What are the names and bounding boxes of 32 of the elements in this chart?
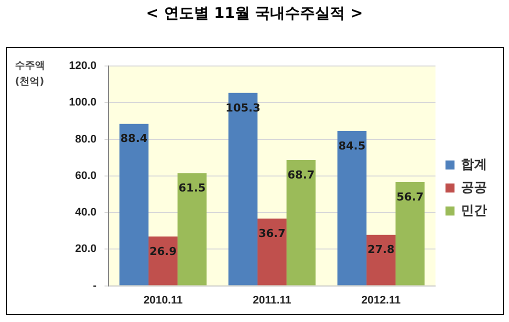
y-tick-label: 20.0 (75, 243, 97, 256)
legend-label: 합계 (461, 156, 487, 172)
data-label: 84.5 (338, 139, 366, 152)
legend-label: 민간 (461, 202, 487, 218)
y-axis-title: 수주액 (천억) (15, 60, 45, 88)
data-label: 88.4 (120, 132, 148, 146)
y-tick-label: 60.0 (75, 170, 97, 182)
bar (119, 124, 148, 286)
data-label: 68.7 (288, 168, 315, 182)
bar (257, 218, 287, 286)
chart-title: < 연도별 11월 국내수주실적 > (145, 4, 364, 23)
y-tick-label: - (92, 280, 97, 292)
bar (178, 173, 207, 286)
y-tick-label: 40.0 (75, 206, 97, 219)
bar (148, 236, 178, 286)
y-tick-label: 120.0 (68, 60, 97, 72)
bar (337, 131, 366, 286)
x-tick-label: 2010.11 (143, 294, 183, 306)
x-tick-label: 2012.11 (361, 294, 401, 306)
data-label: 27.8 (367, 243, 395, 256)
legend-label: 공공 (461, 180, 487, 195)
data-label: 36.7 (258, 226, 286, 240)
data-label: 26.9 (149, 244, 177, 258)
bar (396, 182, 425, 286)
x-tick-label: 2011.11 (252, 294, 292, 306)
data-label: 61.5 (178, 182, 206, 195)
y-tick-label: 80.0 (75, 133, 97, 146)
y-tick-label: 100.0 (68, 96, 97, 109)
bar (228, 92, 258, 286)
bar (286, 160, 316, 286)
data-label: 56.7 (396, 190, 424, 204)
bar (366, 234, 396, 286)
